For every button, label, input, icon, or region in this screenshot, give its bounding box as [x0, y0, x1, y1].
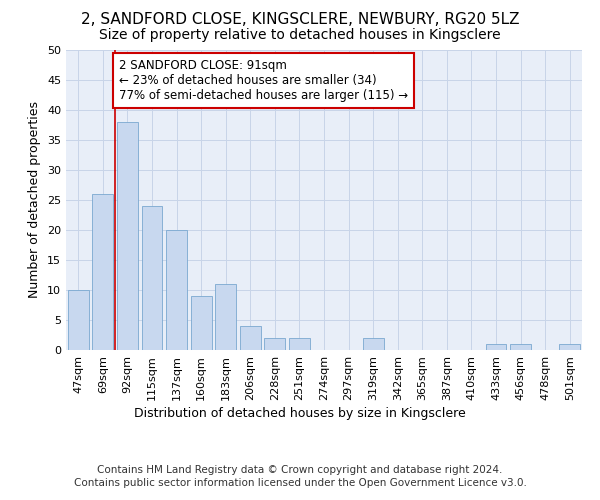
Bar — [191, 296, 212, 350]
Text: Distribution of detached houses by size in Kingsclere: Distribution of detached houses by size … — [134, 408, 466, 420]
Text: 2, SANDFORD CLOSE, KINGSCLERE, NEWBURY, RG20 5LZ: 2, SANDFORD CLOSE, KINGSCLERE, NEWBURY, … — [81, 12, 519, 28]
Bar — [559, 344, 580, 350]
Text: Contains HM Land Registry data © Crown copyright and database right 2024.: Contains HM Land Registry data © Crown c… — [97, 465, 503, 475]
Bar — [362, 338, 383, 350]
Bar — [117, 122, 138, 350]
Bar — [265, 338, 286, 350]
Bar — [485, 344, 506, 350]
Bar — [510, 344, 531, 350]
Bar — [92, 194, 113, 350]
Bar — [142, 206, 163, 350]
Text: 2 SANDFORD CLOSE: 91sqm
← 23% of detached houses are smaller (34)
77% of semi-de: 2 SANDFORD CLOSE: 91sqm ← 23% of detache… — [119, 59, 408, 102]
Bar — [289, 338, 310, 350]
Y-axis label: Number of detached properties: Number of detached properties — [28, 102, 41, 298]
Text: Size of property relative to detached houses in Kingsclere: Size of property relative to detached ho… — [99, 28, 501, 42]
Bar — [240, 326, 261, 350]
Bar — [215, 284, 236, 350]
Bar — [166, 230, 187, 350]
Bar — [68, 290, 89, 350]
Text: Contains public sector information licensed under the Open Government Licence v3: Contains public sector information licen… — [74, 478, 526, 488]
